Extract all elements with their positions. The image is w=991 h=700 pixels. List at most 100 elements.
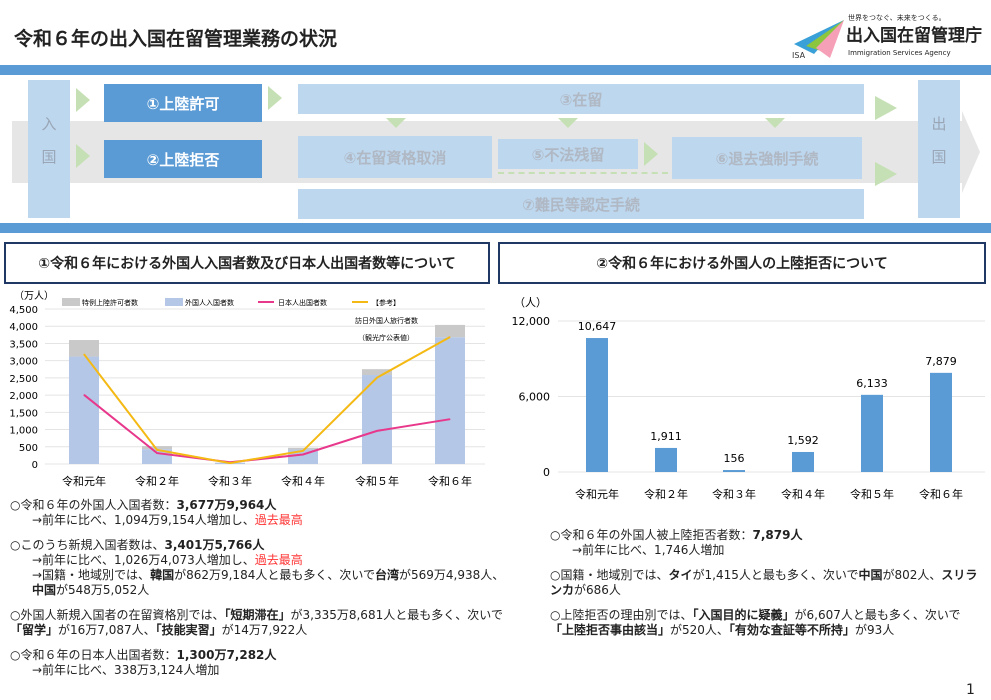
logo-name: 出入国在留管理庁: [846, 26, 982, 46]
data-label: 6,133: [856, 377, 888, 390]
annotation: （観光庁公表値）: [358, 333, 414, 342]
note: ○令和６年の外国人被上陸拒否者数：7,879人: [550, 528, 803, 542]
data-label: 1,911: [650, 430, 682, 443]
note: →国籍・地域別では、韓国が862万9,184人と最も多く、次いで台湾が569万4…: [32, 568, 505, 597]
arrow-icon: [875, 96, 897, 120]
arrow-icon: [875, 162, 897, 186]
y-tick-label: 3,000: [9, 357, 38, 368]
legend-swatch: [165, 298, 183, 306]
x-tick-label: 令和元年: [62, 474, 106, 488]
exit-box: 出国: [918, 80, 960, 218]
denial-bar: [655, 447, 677, 472]
legend-label: 【参考】: [372, 298, 400, 307]
entry-box: 入国: [28, 80, 70, 218]
y-tick-label: 1,000: [9, 426, 38, 437]
section2-notes: ○令和６年の外国人被上陸拒否者数：7,879人 →前年に比べ、1,746人増加 …: [550, 528, 982, 638]
page-title: 令和６年の出入国在留管理業務の状況: [14, 28, 338, 50]
note: →前年に比べ、1,026万4,073人増加し、過去最高: [32, 553, 303, 567]
data-point: [376, 377, 378, 379]
arrow-icon: [644, 142, 658, 166]
note: →前年に比べ、1,094万9,154人増加し、過去最高: [32, 513, 303, 527]
x-tick-label: 令和５年: [850, 487, 894, 501]
logo-tagline: 世界をつなぐ、未来をつくる。: [848, 14, 946, 22]
x-tick-label: 令和２年: [644, 487, 688, 501]
note: →前年に比べ、338万3,124人増加: [32, 663, 220, 677]
special-landing-bar: [288, 447, 318, 450]
data-label: 156: [724, 452, 745, 465]
foreign-entrants-bar: [435, 337, 465, 464]
arrow-down-icon: [558, 118, 578, 128]
denial-bar: [861, 394, 883, 472]
y-tick-label: 2,500: [9, 374, 38, 385]
divider-top: [0, 65, 991, 75]
note: ○令和６年の日本人出国者数：1,300万7,282人: [10, 648, 277, 662]
step-revocation: ④在留資格取消: [298, 136, 492, 178]
x-tick-label: 令和４年: [281, 474, 325, 488]
x-tick-label: 令和６年: [428, 474, 472, 488]
data-point: [156, 452, 158, 454]
denial-bar: [792, 451, 814, 472]
x-tick-label: 令和３年: [208, 474, 252, 488]
section1-title: ①令和６年における外国人入国者数及び日本人出国者数等について: [4, 242, 490, 284]
special-landing-bar: [435, 324, 465, 338]
x-tick-label: 令和６年: [919, 487, 963, 501]
legend-label: 特例上陸許可者数: [82, 298, 138, 307]
y-tick-label: 12,000: [512, 315, 551, 328]
note: ○このうち新規入国者数は、3,401万5,766人: [10, 538, 265, 552]
step-landing-permission: ①上陸許可: [104, 84, 262, 122]
step-refugee: ⑦難民等認定手続: [298, 189, 864, 219]
data-point: [449, 418, 451, 420]
annotation: 訪日外国人旅行者数: [355, 316, 418, 325]
flow-arrowhead: [962, 111, 980, 193]
x-tick-label: 令和２年: [135, 474, 179, 488]
denial-bar: [723, 470, 745, 472]
x-tick-label: 令和５年: [355, 474, 399, 488]
legend-label: 日本人出国者数: [278, 298, 327, 307]
section1-notes: ○令和６年の外国人入国者数：3,677万9,964人 →前年に比べ、1,094万…: [10, 498, 515, 678]
page-number: 1: [966, 682, 975, 698]
y-tick-label: 1,500: [9, 408, 38, 419]
legend-label: 外国人入国者数: [185, 298, 234, 307]
data-point: [449, 336, 451, 338]
data-label: 7,879: [925, 355, 957, 368]
y-tick-label: 3,500: [9, 339, 38, 350]
legend-swatch: [62, 298, 80, 306]
data-point: [156, 449, 158, 451]
note: ○令和６年の外国人入国者数：3,677万9,964人: [10, 498, 277, 512]
special-landing-bar: [69, 340, 99, 357]
series-line-japanese-departures: [83, 394, 451, 464]
data-point: [83, 353, 85, 355]
logo-abbr: ISA: [792, 51, 806, 60]
data-point: [229, 462, 231, 464]
y-tick-label: 6,000: [519, 391, 551, 404]
landing-denial-chart: 0 6,000 12,000 （人） 10,647 令和元年 1,911 令和２年 156 令和３…: [512, 296, 985, 501]
data-point: [302, 453, 304, 455]
denial-bar: [930, 372, 952, 472]
logo-en: Immigration Services Agency: [848, 49, 951, 57]
data-label: 1,592: [787, 434, 819, 447]
step-overstay: ⑤不法残留: [498, 139, 638, 169]
foreign-entrants-bar: [288, 449, 318, 464]
foreign-entrants-bar: [362, 375, 392, 464]
series-line-visitors: [83, 336, 451, 465]
isa-logo-mark-icon: ISA: [792, 20, 844, 60]
data-point: [302, 450, 304, 452]
note: ○外国人新規入国者の在留資格別では、「短期滞在」が3,335万8,681人と最も…: [10, 608, 503, 637]
section2-title: ②令和６年における外国人の上陸拒否について: [498, 242, 986, 284]
y-axis-unit: （万人）: [14, 290, 54, 302]
isa-logo: ISA 世界をつなぐ、未来をつくる。 出入国在留管理庁 Immigration …: [790, 14, 985, 60]
dashed-arrow: [498, 172, 668, 174]
arrow-down-icon: [386, 118, 406, 128]
y-axis-unit: （人）: [514, 296, 547, 309]
x-tick-label: 令和元年: [575, 487, 619, 501]
note: ○国籍・地域別では、タイが1,415人と最も多く、次いで中国が802人、スリラン…: [550, 568, 978, 597]
data-point: [376, 430, 378, 432]
y-tick-label: 2,000: [9, 391, 38, 402]
y-tick-label: 4,000: [9, 322, 38, 333]
step-landing-denial: ②上陸拒否: [104, 140, 262, 178]
arrow-down-icon: [765, 118, 785, 128]
x-tick-label: 令和４年: [781, 487, 825, 501]
arrow-icon: [76, 88, 90, 112]
special-landing-bar: [142, 446, 172, 450]
foreign-entrants-bar: [69, 356, 99, 464]
